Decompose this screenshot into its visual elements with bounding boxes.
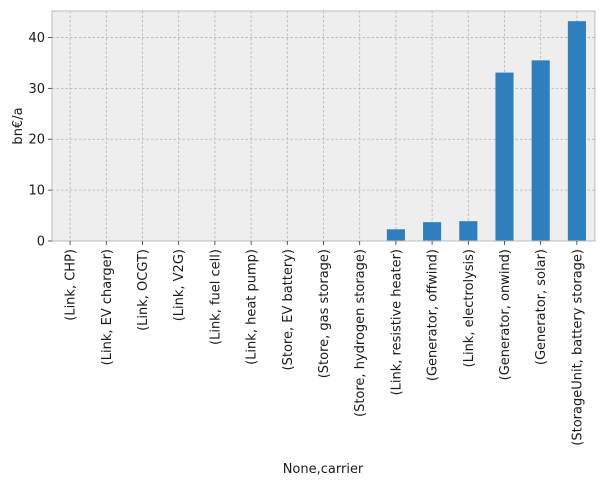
x-tick-label: (Generator, onwind) (498, 249, 513, 380)
y-tick-label: 30 (28, 82, 45, 97)
y-axis: 0 10 20 30 40 (28, 31, 52, 250)
bar (567, 21, 586, 242)
x-tick-label: (Link, fuel cell) (208, 249, 223, 345)
x-tick-label: (Store, gas storage) (317, 249, 332, 378)
x-tick-label: (Link, V2G) (172, 249, 187, 321)
x-axis: (Link, CHP) (Link, EV charger) (Link, OCGT… (64, 241, 585, 446)
bar (386, 229, 405, 241)
x-tick-label: (Generator, solar) (534, 249, 549, 365)
y-tick-label: 0 (37, 235, 45, 250)
x-tick-label: (StorageUnit, battery storage) (570, 249, 585, 446)
y-axis-label: bn€/a (11, 107, 26, 144)
x-axis-label: None,carrier (283, 462, 364, 477)
bar (495, 72, 514, 241)
bar (423, 222, 442, 241)
y-tick-label: 20 (28, 133, 45, 148)
x-tick-label: (Store, hydrogen storage) (353, 249, 368, 417)
x-tick-label: (Link, electrolysis) (462, 249, 477, 367)
x-tick-label: (Link, OCGT) (136, 249, 151, 331)
x-tick-label: (Link, heat pump) (245, 249, 260, 365)
x-tick-label: (Generator, offwind) (426, 249, 441, 381)
x-tick-label: (Link, resistive heater) (389, 249, 404, 395)
bar (531, 60, 550, 242)
bars (386, 21, 586, 242)
x-tick-label: (Link, EV charger) (100, 249, 115, 365)
y-tick-label: 10 (28, 184, 45, 199)
x-tick-label: (Link, CHP) (64, 249, 79, 321)
bar (459, 221, 478, 241)
x-tick-label: (Store, EV battery) (281, 249, 296, 370)
y-tick-label: 40 (28, 31, 45, 46)
